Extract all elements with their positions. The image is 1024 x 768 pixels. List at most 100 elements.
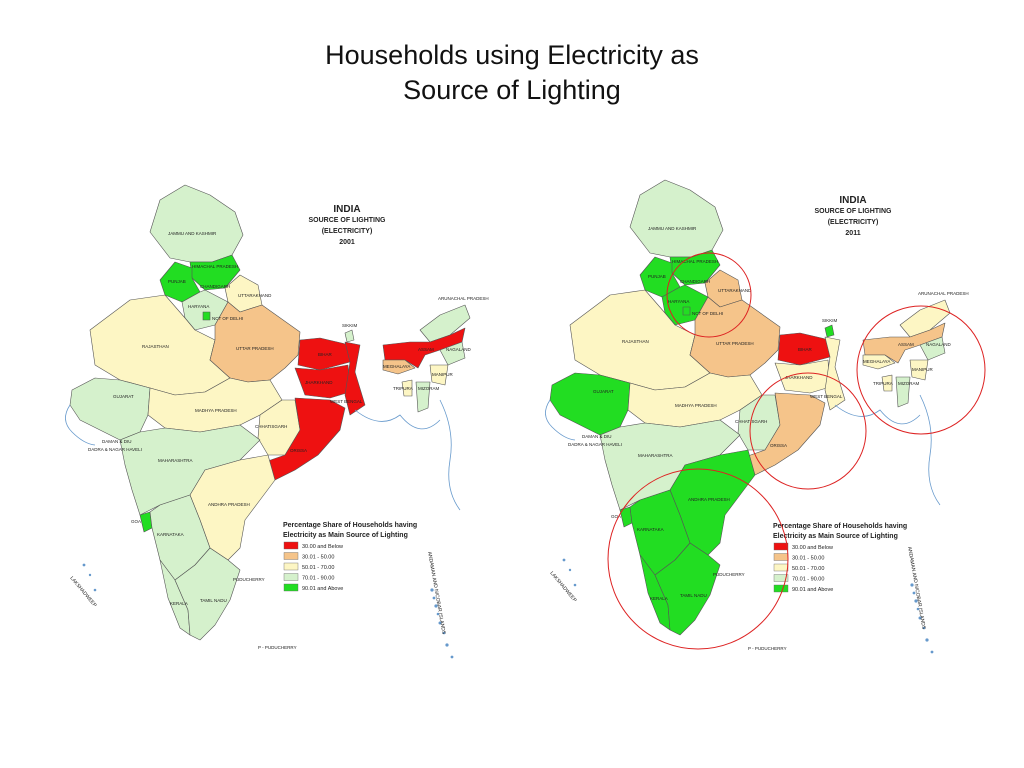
legend-label: 70.01 - 90.00 — [302, 576, 334, 582]
label-goa-2011: GOA — [611, 514, 621, 519]
label-daman-diu-2011: DAMAN & DIU — [582, 434, 612, 439]
state-mizoram — [895, 376, 911, 408]
label-chhattisgarh-2001: CHHATISGARH — [255, 424, 287, 429]
legend-label: 50.01 - 70.00 — [792, 566, 824, 572]
india-map-2011: ANDAMAN AND NICOBAR ISLANDS LAKSHADWEEP … — [545, 179, 986, 654]
label-maharashtra-2001: MAHARASHTRA — [158, 458, 193, 463]
label-dadra-2001: DADRA & NAGAR HAVELI — [88, 447, 142, 452]
label-lakshadweep-2001: LAKSHADWEEP — [68, 575, 97, 609]
label-himachal-2011: HIMACHAL PRADESH — [672, 259, 718, 264]
state-tripura — [401, 379, 413, 397]
state-delhi — [682, 306, 691, 316]
highlight-circle-south — [607, 468, 789, 650]
label-goa-2001: GOA — [131, 519, 141, 524]
state-uttar-pradesh — [689, 296, 781, 378]
highlight-circle-northeast — [856, 305, 986, 435]
highlight-circles — [607, 252, 986, 650]
legend-label: 90.01 and Above — [792, 587, 833, 593]
legend-title-line2-2011: Electricity as Main Source of Lighting — [773, 533, 898, 540]
state-sikkim — [824, 324, 835, 338]
legend-title-line1-2001: Percentage Share of Households having — [283, 522, 417, 529]
map-heading-country-2001: INDIA — [333, 204, 360, 215]
state-orissa — [744, 392, 826, 476]
label-manipur-2001: MANIPUR — [432, 372, 454, 377]
legend-swatch — [283, 562, 299, 571]
label-tripura-2001: TRIPURA — [393, 386, 413, 391]
lakshadweep-2001 — [82, 563, 97, 592]
state-sikkim — [344, 329, 355, 343]
state-uttar-pradesh — [209, 301, 301, 383]
label-orissa-2011: ORISSA — [770, 443, 787, 448]
label-uttar-pradesh-2011: UTTAR PRADESH — [716, 341, 754, 346]
label-daman-diu-2001: DAMAN & DIU — [102, 439, 132, 444]
legend-swatch — [773, 542, 789, 551]
slide-title-line2: Source of Lighting — [403, 75, 621, 105]
state-west-bengal — [344, 341, 366, 416]
state-delhi — [202, 311, 211, 321]
label-meghalaya-2001: MEGHALAYA — [383, 364, 410, 369]
legend-swatch — [773, 584, 789, 593]
state-mizoram — [415, 381, 431, 413]
state-tamil-nadu — [174, 547, 241, 641]
label-bihar-2001: BIHAR — [318, 352, 333, 357]
label-uttarakhand-2001: UTTARAKHAND — [238, 293, 272, 298]
legend-label: 70.01 - 90.00 — [792, 577, 824, 583]
legend-title-line2-2001: Electricity as Main Source of Lighting — [283, 532, 408, 539]
legend-2011: Percentage Share of Households having El… — [773, 523, 907, 593]
label-mizoram-2011: MIZORAM — [898, 381, 919, 386]
highlight-circle-east — [749, 372, 867, 490]
legend-swatch — [283, 573, 299, 581]
legend-swatch — [283, 552, 299, 560]
label-chandigarh-2011: CHANDIGARH — [680, 279, 710, 284]
legend-label: 30.00 and Below — [792, 545, 833, 551]
india-map-2001: ANDAMAN AND NICOBAR ISLANDS LAKSHADWEEP … — [65, 184, 489, 659]
legend-label: 30.01 - 50.00 — [792, 556, 824, 562]
legend-2001: Percentage Share of Households having El… — [283, 522, 417, 592]
legend-swatch — [283, 583, 299, 592]
state-jammu-kashmir — [149, 184, 244, 263]
label-punjab-2011: PUNJAB — [648, 274, 666, 279]
state-gujarat — [549, 372, 631, 436]
label-rajasthan-2011: RAJASTHAN — [622, 339, 649, 344]
label-meghalaya-2011: MEGHALAYA — [863, 359, 890, 364]
map-heading-line2-2001: (ELECTRICITY) — [322, 228, 373, 235]
legend-label: 30.00 and Below — [302, 544, 343, 550]
state-jammu-kashmir — [629, 179, 724, 258]
label-bihar-2011: BIHAR — [798, 347, 813, 352]
label-gujarat-2001: GUJARAT — [113, 394, 134, 399]
label-p-puducherry-2011: P - PUDUCHERRY — [748, 646, 787, 651]
map-heading-line1-2001: SOURCE OF LIGHTING — [309, 217, 387, 224]
label-jharkhand-2011: JHARKHAND — [785, 375, 813, 380]
label-delhi-2001: NCT OF DELHI — [212, 316, 243, 321]
legend-label: 90.01 and Above — [302, 586, 343, 592]
label-jammu-kashmir-2001: JAMMU AND KASHMIR — [168, 231, 217, 236]
label-west-bengal-2001: WEST BENGAL — [330, 399, 363, 404]
label-manipur-2011: MANIPUR — [912, 367, 934, 372]
andaman-islands-2011 — [910, 583, 934, 654]
label-jammu-kashmir-2011: JAMMU AND KASHMIR — [648, 226, 697, 231]
andaman-islands-2001 — [430, 588, 454, 659]
state-nagaland — [439, 341, 466, 366]
label-west-bengal-2011: WEST BENGAL — [810, 394, 843, 399]
state-manipur — [909, 359, 929, 381]
label-sikkim-2001: SIKKIM — [342, 323, 358, 328]
label-gujarat-2011: GUJARAT — [593, 389, 614, 394]
label-haryana-2001: HARYANA — [188, 304, 209, 309]
label-madhya-pradesh-2001: MADHYA PRADESH — [195, 408, 237, 413]
label-andhra-2001: ANDHRA PRADESH — [208, 502, 250, 507]
legend-swatch — [283, 541, 299, 550]
legend-label: 50.01 - 70.00 — [302, 565, 334, 571]
coastline-2011 — [545, 394, 941, 506]
map-heading-year-2011: 2011 — [845, 230, 860, 237]
legend-swatch — [773, 553, 789, 561]
label-madhya-pradesh-2011: MADHYA PRADESH — [675, 403, 717, 408]
label-jharkhand-2001: JHARKHAND — [305, 380, 333, 385]
label-andhra-2011: ANDHRA PRADESH — [688, 497, 730, 502]
label-uttarakhand-2011: UTTARAKHAND — [718, 288, 752, 293]
label-kerala-2011: KERALA — [650, 596, 668, 601]
label-tamil-nadu-2011: TAMIL NADU — [680, 593, 707, 598]
label-andaman-2001: ANDAMAN AND NICOBAR ISLANDS — [426, 551, 447, 635]
label-haryana-2011: HARYANA — [668, 299, 689, 304]
legend-label: 30.01 - 50.00 — [302, 555, 334, 561]
label-puducherry-2011: PUDUCHERRY — [713, 572, 745, 577]
